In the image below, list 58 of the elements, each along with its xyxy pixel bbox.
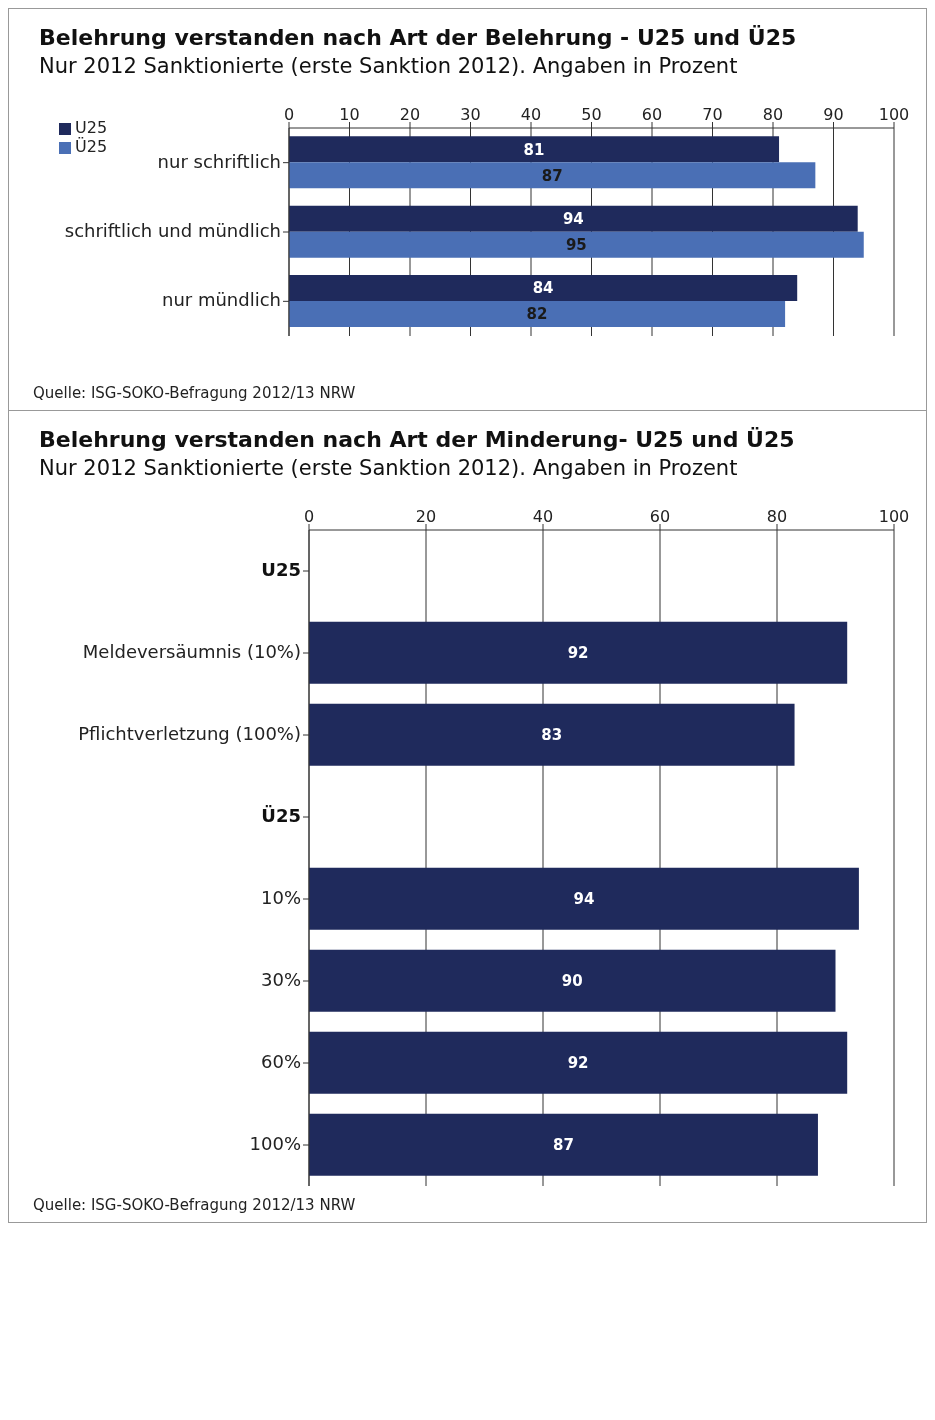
x-tick-label: 90 xyxy=(823,105,844,124)
bar xyxy=(309,621,848,684)
chart-subtitle: Nur 2012 Sanktionierte (erste Sanktion 2012). Angaben in Prozent xyxy=(39,54,739,78)
data-label: 84 xyxy=(532,279,554,298)
x-tick-label: 100 xyxy=(878,105,910,124)
x-tick-label: 40 xyxy=(532,507,554,526)
x-tick-label: 0 xyxy=(303,507,315,526)
x-tick-label: 40 xyxy=(520,105,542,124)
x-tick-label: 50 xyxy=(581,105,602,124)
bar xyxy=(309,949,836,1012)
y-tick-label: nur mündlich xyxy=(161,289,281,311)
y-tick-label: Ü25 xyxy=(261,805,301,826)
y-tick-label: 10% xyxy=(260,887,301,908)
x-tick-label: 80 xyxy=(766,507,788,526)
x-tick-label: 20 xyxy=(399,105,421,124)
x-tick-label: 20 xyxy=(415,507,437,526)
chart-title: Belehrung verstanden nach Art der Belehrung - U25 und Ü25 xyxy=(39,25,798,50)
y-tick-label: 30% xyxy=(260,969,301,990)
bar xyxy=(309,867,859,930)
x-tick-label: 30 xyxy=(460,105,481,124)
x-tick-label: 70 xyxy=(702,105,723,124)
y-tick-label: 60% xyxy=(260,1051,301,1072)
data-label: 83 xyxy=(541,726,563,745)
data-label: 81 xyxy=(523,140,545,159)
data-label: 92 xyxy=(567,644,589,663)
y-tick-label: U25 xyxy=(261,559,301,580)
x-tick-label: 0 xyxy=(283,105,295,124)
source-note: Quelle: ISG-SOKO-Befragung 2012/13 NRW xyxy=(33,384,357,402)
x-tick-label: 10 xyxy=(339,105,360,124)
bar xyxy=(309,1031,848,1094)
source-note: Quelle: ISG-SOKO-Befragung 2012/13 NRW xyxy=(33,1196,357,1214)
data-label: 94 xyxy=(573,890,595,909)
bar xyxy=(289,274,798,301)
x-tick-label: 60 xyxy=(649,507,671,526)
data-label: 95 xyxy=(565,235,587,254)
y-tick-label: Pflichtverletzung (100%) xyxy=(78,723,301,744)
data-label: 87 xyxy=(541,166,563,185)
y-tick-label: nur schriftlich xyxy=(157,150,281,172)
x-tick-label: 80 xyxy=(762,105,784,124)
y-tick-label: Meldeversäumnis (10%) xyxy=(82,641,301,662)
x-tick-label: 60 xyxy=(641,105,663,124)
data-label: 90 xyxy=(561,972,583,991)
bar xyxy=(289,162,816,189)
chart-subtitle: Nur 2012 Sanktionierte (erste Sanktion 2012). Angaben in Prozent xyxy=(39,456,739,480)
y-tick-label: 100% xyxy=(249,1133,301,1154)
data-label: 92 xyxy=(567,1054,589,1073)
chart-title: Belehrung verstanden nach Art der Minderung- U25 und Ü25 xyxy=(39,427,796,452)
bar xyxy=(289,300,786,327)
bar xyxy=(289,231,864,258)
bar xyxy=(309,1113,818,1176)
bar xyxy=(309,703,795,766)
data-label: 94 xyxy=(562,209,584,228)
bar xyxy=(289,205,858,232)
x-tick-label: 100 xyxy=(878,507,910,526)
data-label: 87 xyxy=(553,1136,574,1155)
data-label: 82 xyxy=(526,305,548,324)
bar xyxy=(289,136,780,163)
y-tick-label: schriftlich und mündlich xyxy=(64,220,281,241)
